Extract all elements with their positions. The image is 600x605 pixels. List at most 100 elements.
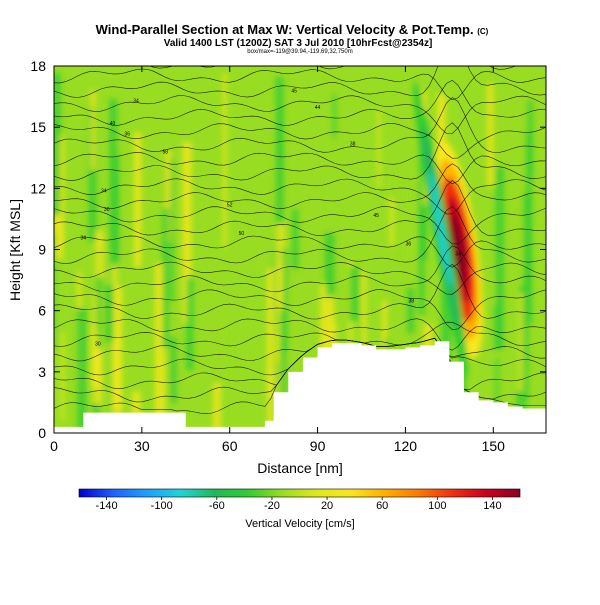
x-tick-label: 0 xyxy=(50,438,58,454)
colorbar-tick-label: -140 xyxy=(96,500,118,512)
velocity-streak xyxy=(273,248,278,333)
downdraft-band xyxy=(429,170,452,289)
isentrope-line xyxy=(54,337,546,362)
velocity-streak xyxy=(109,98,118,248)
colorbar-tick-label: 140 xyxy=(483,500,501,512)
y-tick-label: 0 xyxy=(38,425,46,441)
velocity-streak xyxy=(324,233,335,303)
velocity-streak xyxy=(118,388,122,433)
velocity-streak xyxy=(165,295,169,433)
velocity-streak xyxy=(60,135,65,247)
velocity-streak xyxy=(491,305,499,351)
velocity-streak xyxy=(88,105,97,243)
velocity-streak xyxy=(114,154,120,335)
velocity-streak xyxy=(278,109,283,169)
isentrope-line xyxy=(54,206,546,245)
velocity-streak xyxy=(386,161,392,205)
x-axis-label: Distance [nm] xyxy=(257,460,343,476)
velocity-streak xyxy=(349,266,359,322)
isentrope-line xyxy=(54,66,546,98)
velocity-streak xyxy=(54,73,61,216)
isentrope-line xyxy=(54,318,546,351)
velocity-streak xyxy=(488,279,494,362)
velocity-streak xyxy=(61,332,65,422)
velocity-streak xyxy=(186,277,194,371)
velocity-streak xyxy=(165,150,172,242)
colorbar-tick-label: -60 xyxy=(209,500,225,512)
velocity-streak xyxy=(182,142,192,323)
colorbar-bar xyxy=(78,488,521,498)
isentrope-label: 45 xyxy=(373,213,379,219)
velocity-streak xyxy=(133,132,142,267)
isentrope-line xyxy=(54,97,546,153)
velocity-streak xyxy=(213,383,221,433)
isentrope-line xyxy=(54,289,546,331)
velocity-streak xyxy=(170,337,177,403)
colorbar: -140 -100 -60 -20 20 60 100 140 Vertical Veloci… xyxy=(78,488,521,530)
velocity-streak xyxy=(527,100,533,179)
velocity-streak xyxy=(402,183,412,269)
x-tick-label: 30 xyxy=(134,438,150,454)
y-tick-label: 12 xyxy=(30,180,46,196)
isentrope-line xyxy=(54,321,546,347)
y-tick-label: 3 xyxy=(38,364,46,380)
colorbar-tick-label: 20 xyxy=(321,500,333,512)
isentrope-line xyxy=(54,68,546,101)
velocity-streak xyxy=(162,207,169,349)
isentrope-label: 30 xyxy=(104,207,110,213)
plot-area: 34 40 36 58 34 30 34 52 50 45 44 38 45 36 38 34 30 xyxy=(54,66,546,433)
isentrope-line xyxy=(54,95,546,134)
colorbar-tick-label: -100 xyxy=(151,500,173,512)
updraft-core xyxy=(450,214,467,285)
x-tick-label: 90 xyxy=(310,438,326,454)
isentrope-line xyxy=(54,337,546,376)
velocity-streak xyxy=(96,246,102,350)
velocity-streak xyxy=(441,280,451,386)
isentrope-label: 44 xyxy=(315,105,321,111)
velocity-streak xyxy=(267,367,274,433)
isentrope-label: 36 xyxy=(124,131,130,137)
velocity-streak xyxy=(77,308,87,431)
velocity-streak xyxy=(90,90,96,170)
colorbar-tick-label: 100 xyxy=(428,500,446,512)
x-tick-label: 120 xyxy=(394,438,418,454)
title-mark: (C) xyxy=(477,27,488,36)
y-tick-label: 9 xyxy=(38,242,46,258)
velocity-streak xyxy=(382,300,387,370)
velocity-streak xyxy=(519,286,529,399)
isentrope-label: 52 xyxy=(227,203,233,209)
isentrope-label: 34 xyxy=(455,252,461,258)
velocity-streak xyxy=(267,269,274,399)
velocity-streak xyxy=(495,358,499,433)
colorbar-label: Vertical Velocity [cm/s] xyxy=(245,518,354,530)
isentrope-line xyxy=(54,180,546,237)
velocity-streak xyxy=(332,94,337,139)
velocity-streak xyxy=(282,248,288,351)
isentrope-contours: 34 40 36 58 34 30 34 52 50 45 44 38 45 36 38 34 30 xyxy=(54,66,546,415)
velocity-streak xyxy=(362,271,367,361)
isentrope-label: 30 xyxy=(95,341,101,347)
isentrope-label: 58 xyxy=(163,150,169,156)
terrain-mask xyxy=(54,341,546,433)
velocity-streak xyxy=(113,286,123,410)
velocity-streak xyxy=(519,293,523,433)
isentrope-line xyxy=(54,263,546,320)
isentrope-line xyxy=(54,261,546,295)
isentrope-label: 34 xyxy=(81,235,87,241)
x-axis: 0 30 60 90 120 150 xyxy=(50,66,505,454)
colorbar-tick-label: -20 xyxy=(264,500,280,512)
velocity-streak xyxy=(407,287,415,334)
isentrope-label: 50 xyxy=(239,231,245,237)
velocity-streak xyxy=(105,285,114,343)
x-tick-label: 60 xyxy=(222,438,238,454)
velocity-streak xyxy=(95,230,104,277)
velocity-streak xyxy=(220,316,228,433)
chart-subtitle: Valid 1400 LST (1200Z) SAT 3 Jul 2010 [1… xyxy=(164,38,433,49)
isentrope-line xyxy=(54,235,546,268)
velocity-streak xyxy=(54,233,56,349)
velocity-streak xyxy=(526,131,533,325)
velocity-streak xyxy=(495,166,505,350)
